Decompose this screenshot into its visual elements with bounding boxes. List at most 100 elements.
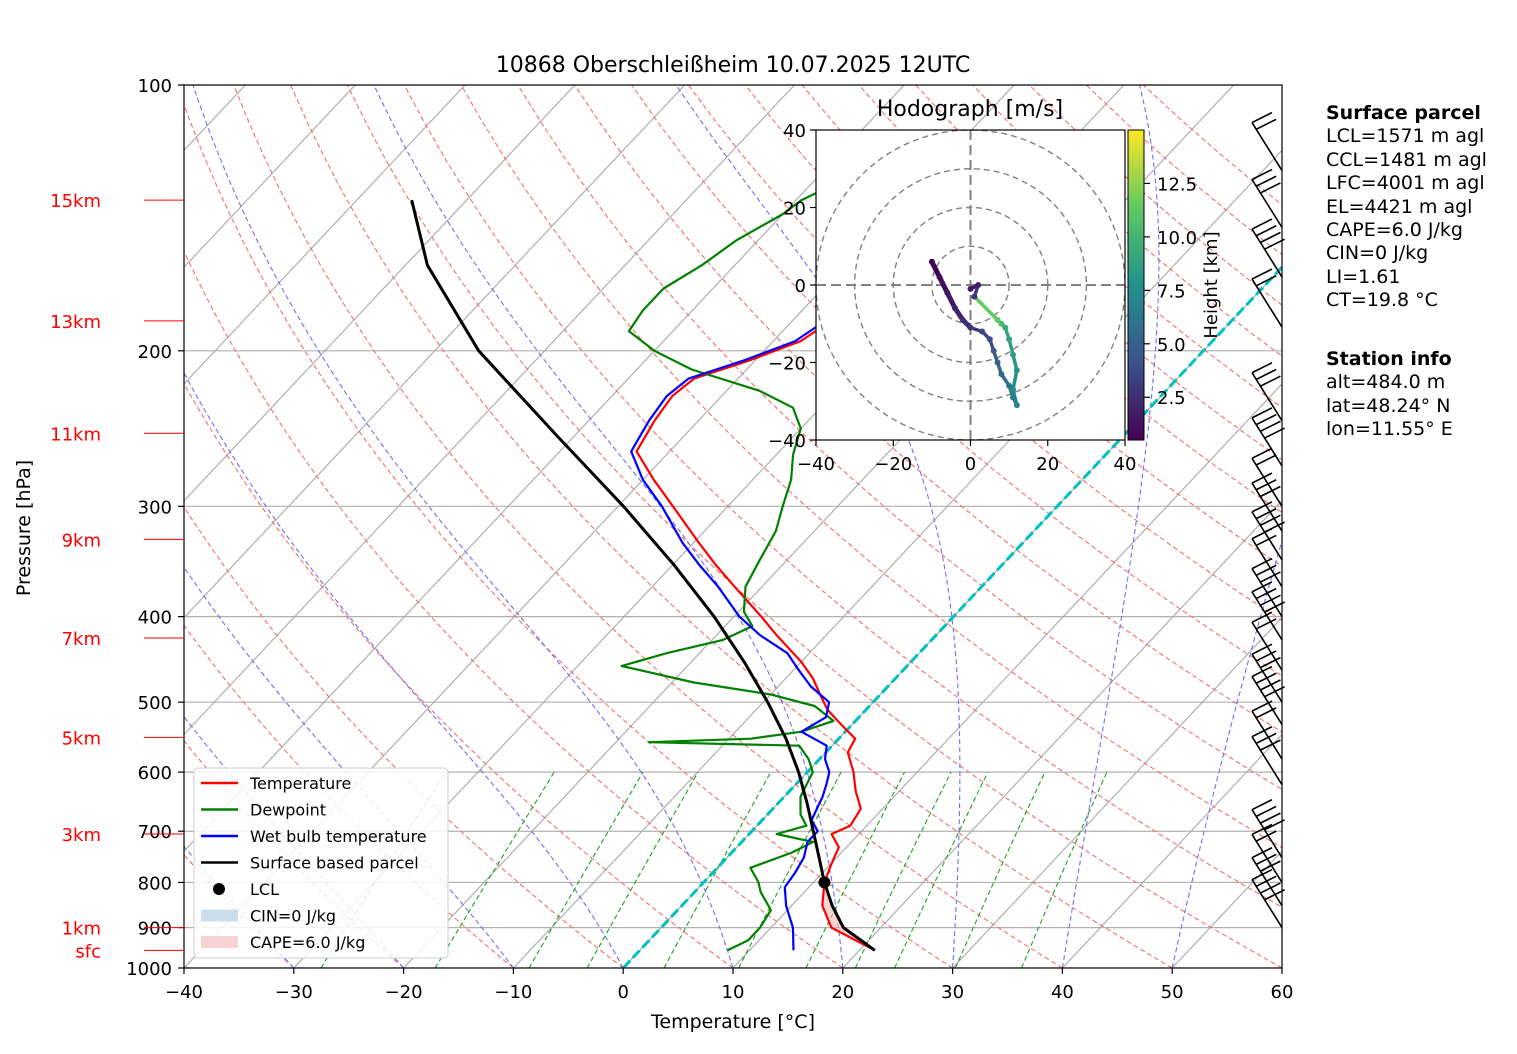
hodograph-point [1009, 351, 1016, 358]
barb-staff [1251, 676, 1283, 725]
colorbar-label: Height [km] [1201, 231, 1222, 338]
barb-staff [1251, 879, 1283, 929]
barb-feather [1264, 819, 1285, 831]
wind-barb [1251, 407, 1285, 467]
hodograph-y-label: −20 [768, 354, 806, 375]
barb-staff [1251, 228, 1283, 278]
wind-barb [1251, 528, 1283, 588]
y-tick-label: 500 [138, 693, 172, 714]
y-tick-label: 300 [138, 497, 172, 518]
hodograph-point [967, 285, 974, 292]
barb-feather [1251, 472, 1273, 484]
barb-feather [1251, 611, 1273, 623]
height-label: sfc [75, 941, 101, 962]
barb-feather [1264, 601, 1285, 613]
dry-adiabat [184, 382, 734, 968]
barb-feather [1251, 846, 1273, 859]
wind-barb [1251, 725, 1283, 786]
hodograph-point [975, 282, 982, 288]
barb-feather [1251, 725, 1273, 738]
barb-staff [1251, 710, 1283, 760]
parcel-lcl: LCL=1571 m agl [1326, 125, 1485, 148]
y-tick-label: 900 [138, 919, 172, 940]
hodograph-point [1006, 336, 1013, 343]
parcel-cin: CIN=0 J/kg [1326, 242, 1429, 265]
barb-feather [1251, 268, 1273, 280]
parcel-ct: CT=19.8 °C [1326, 289, 1438, 312]
hodograph-ticks: −40 −20 0 20 40 40 20 0 −20 −40 [768, 121, 1136, 475]
isotherm-line [952, 616, 1282, 968]
wind-barb [1251, 111, 1283, 171]
wind-barb [1251, 798, 1285, 859]
legend-box [193, 767, 449, 959]
x-tick-label: −20 [385, 982, 423, 1003]
barb-feather [1255, 275, 1277, 287]
barb-staff [1251, 511, 1283, 561]
barb-feather [1255, 118, 1277, 131]
parcel-el: EL=4421 m agl [1326, 195, 1473, 218]
series-line-1 [620, 184, 835, 952]
dry-adiabat [290, 85, 1173, 968]
hodograph-point [990, 347, 997, 354]
barb-feather [1260, 375, 1281, 387]
mixing-ratio-line [663, 771, 772, 968]
station-info-heading: Station info [1326, 348, 1452, 370]
barb-feather [1255, 732, 1277, 745]
barb-staff [1251, 591, 1283, 641]
wind-barb [1251, 868, 1285, 929]
hodograph-segment [1011, 368, 1019, 392]
height-label: 15km [50, 191, 101, 212]
height-label: 11km [50, 424, 101, 445]
barb-feather [1255, 564, 1277, 577]
barb-feather [1255, 830, 1277, 842]
barb-staff [1251, 809, 1283, 859]
height-label: 5km [62, 728, 101, 749]
barb-feather [1251, 557, 1273, 570]
chart-title: 10868 Oberschleißheim 10.07.2025 12UTC [496, 53, 971, 78]
hodograph-point [998, 320, 1005, 327]
legend-label: LCL [250, 880, 279, 899]
barb-feather [1251, 218, 1273, 230]
colorbar-ticks: 12.5 10.0 7.5 5.0 2.5 [1144, 174, 1197, 409]
isotherm-line [184, 85, 356, 268]
mixing-ratio-line [528, 771, 644, 968]
barb-feather [1260, 812, 1281, 824]
x-tick-label: −30 [275, 982, 313, 1003]
station-info-panel: Station info alt=484.0 m lat=48.24° N lo… [1326, 348, 1453, 442]
height-label: 3km [62, 825, 101, 846]
legend-label: CIN=0 J/kg [250, 907, 336, 926]
hodograph-x-label: 0 [965, 454, 976, 475]
barb-feather [1255, 618, 1277, 630]
cape-area [822, 825, 875, 951]
barb-feather [1251, 362, 1273, 374]
y-tick-label: 200 [138, 342, 172, 363]
x-tick-label: 20 [831, 982, 854, 1003]
hodograph-point [1013, 402, 1020, 409]
isotherm-line [842, 499, 1282, 968]
barb-feather [1255, 672, 1277, 684]
barb-feather [1264, 685, 1285, 698]
barb-feather [1251, 168, 1273, 181]
station-lat: lat=48.24° N [1326, 394, 1451, 417]
barb-feather [1255, 853, 1277, 866]
x-tick-label: −10 [494, 982, 532, 1003]
zero-isotherm-line [622, 264, 1282, 968]
barb-feather [1255, 479, 1277, 491]
hodograph-y-label: −40 [768, 431, 806, 452]
hodograph-trace [928, 258, 1020, 409]
barb-feather [1251, 823, 1273, 836]
hodograph-point [1013, 367, 1020, 374]
barb-feather [1255, 507, 1277, 520]
hodograph-segment [972, 294, 1000, 322]
dry-adiabat [858, 85, 1282, 461]
dry-adiabat [184, 250, 844, 968]
parcel-ccl: CCL=1481 m agl [1326, 148, 1487, 171]
hodograph-point [986, 336, 993, 343]
barb-feather [1260, 571, 1281, 583]
y-tick-label: 1000 [126, 959, 172, 980]
barb-feather [1264, 889, 1285, 901]
barb-feather [1251, 528, 1273, 540]
hodograph-point [1002, 324, 1009, 331]
barb-feather [1255, 225, 1277, 237]
